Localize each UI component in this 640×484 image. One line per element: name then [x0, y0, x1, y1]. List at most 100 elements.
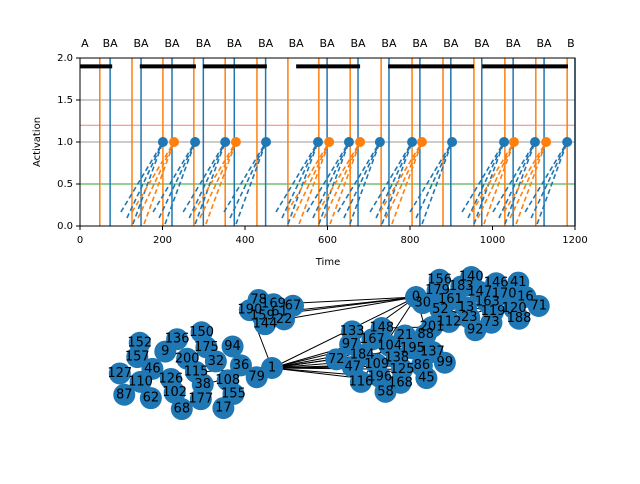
node [176, 347, 199, 370]
node-label: 125 [390, 362, 415, 377]
y-tick-label: 0.5 [57, 179, 73, 190]
node-label: 168 [388, 375, 413, 390]
activation-trace [312, 141, 350, 219]
node-label: 88 [417, 327, 434, 342]
node-label: 9 [161, 344, 169, 359]
event-label: BA [320, 37, 336, 50]
x-tick-label: 0 [77, 235, 83, 246]
activation-trace [329, 141, 361, 225]
node [128, 331, 151, 354]
node-label: 58 [377, 384, 394, 399]
activation-marker [447, 137, 458, 147]
node-label: 41 [510, 275, 527, 290]
activation-trace [120, 141, 164, 213]
activation-trace [281, 141, 319, 219]
node-label: 68 [174, 402, 191, 417]
node-label: 137 [420, 344, 445, 359]
event-label: BA [506, 37, 522, 50]
activation-trace [205, 141, 237, 225]
event-label: BA [289, 37, 305, 50]
node-label: 13 [458, 300, 475, 315]
node-label: 110 [128, 374, 153, 389]
event-label: BA [412, 37, 428, 50]
activation-trace [503, 141, 547, 213]
node [485, 272, 508, 295]
activation-trace [158, 141, 196, 219]
node [261, 357, 283, 379]
activation-marker [416, 137, 427, 147]
event-label: BA [196, 37, 212, 50]
node-label: 188 [507, 311, 532, 326]
activation-marker [562, 137, 573, 147]
event-label: B [567, 37, 575, 50]
node [374, 380, 397, 403]
node-label: 127 [107, 366, 132, 381]
node [508, 307, 531, 330]
node [108, 362, 131, 385]
activation-trace [287, 141, 319, 225]
node-label: 195 [400, 341, 425, 356]
node-label: 73 [483, 315, 500, 330]
node-label: 97 [342, 337, 359, 352]
node-label: 38 [194, 377, 211, 392]
activation-trace [492, 141, 536, 213]
node [113, 383, 136, 406]
activation-trace [318, 141, 350, 225]
node-label: 78 [250, 292, 267, 307]
activation-marker [499, 137, 510, 147]
node [421, 316, 443, 338]
node-label: 136 [165, 332, 190, 347]
activation-trace [349, 141, 381, 225]
activation-trace [524, 141, 568, 213]
activation-trace [275, 141, 319, 213]
node [405, 286, 427, 308]
node-label: 94 [224, 339, 241, 354]
activation-marker [313, 137, 324, 147]
y-axis-label: Activation [32, 117, 43, 167]
node [433, 351, 456, 374]
node-label: 99 [437, 355, 454, 370]
activation-trace [471, 141, 515, 213]
activation-trace [188, 141, 226, 219]
activation-marker [529, 137, 540, 147]
node-label: 148 [369, 321, 394, 336]
node-label: 0 [412, 290, 420, 305]
node [438, 310, 461, 333]
node-label: 196 [367, 369, 392, 384]
node-label: 23 [461, 310, 478, 325]
node-label: 17 [215, 401, 232, 416]
activation-trace [306, 141, 350, 213]
activation-trace [385, 141, 423, 219]
edge [283, 296, 417, 320]
activation-trace [536, 141, 568, 225]
event-label: BA [164, 37, 180, 50]
activation-trace [235, 141, 267, 225]
activation-trace [143, 141, 175, 225]
activation-trace [164, 141, 196, 225]
activation-trace [152, 141, 196, 213]
node-label: 67 [285, 298, 302, 313]
activation-trace [379, 141, 423, 213]
node [170, 398, 193, 421]
x-tick-label: 800 [400, 235, 419, 246]
node-label: 201 [420, 320, 445, 335]
node-label: 159 [250, 309, 275, 324]
event-label: BA [474, 37, 490, 50]
activation-marker [261, 137, 272, 147]
activation-trace [498, 141, 536, 219]
event-label: BA [381, 37, 397, 50]
node-label: 120 [502, 301, 527, 316]
x-tick-label: 1000 [480, 235, 505, 246]
activation-trace [194, 141, 226, 225]
node-label: 167 [360, 332, 385, 347]
node-label: 92 [467, 323, 484, 338]
node [507, 271, 530, 294]
node-label: 140 [459, 270, 484, 285]
activation-trace [421, 141, 453, 225]
node [415, 367, 438, 390]
node-label: 62 [143, 391, 160, 406]
node-label: 126 [158, 371, 183, 386]
activation-trace [409, 141, 453, 213]
node-label: 150 [189, 325, 214, 340]
activation-marker [343, 137, 354, 147]
